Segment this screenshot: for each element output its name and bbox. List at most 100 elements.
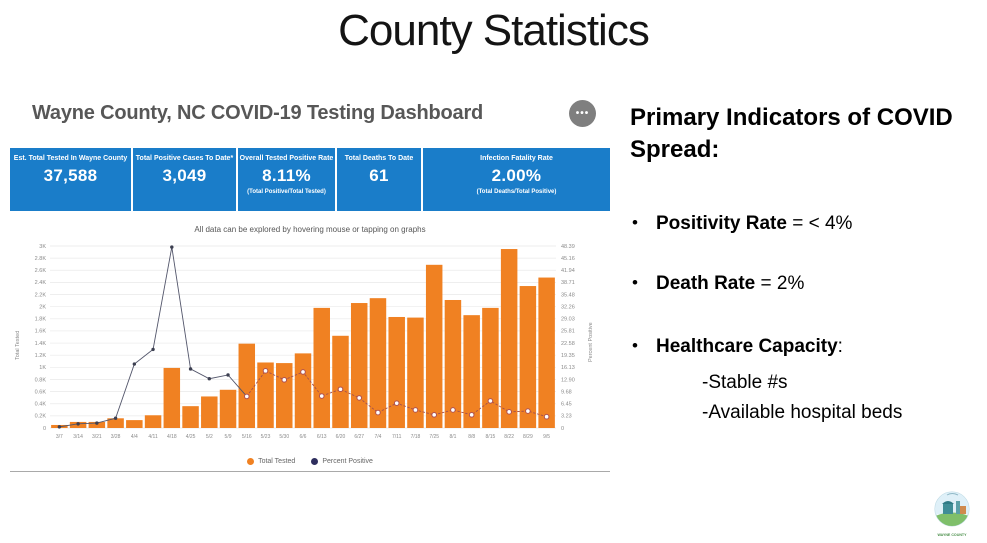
line-marker-open[interactable] [393,400,400,406]
bar-total-tested[interactable] [425,264,443,428]
bar-total-tested[interactable] [369,298,387,428]
bar-total-tested[interactable] [257,362,274,428]
bar-total-tested[interactable] [294,353,312,428]
left-axis-tick: 2.8K [35,256,47,262]
kpi-value: 3,049 [162,166,207,185]
bar-total-tested[interactable] [332,335,349,428]
left-axis-tick: 2.2K [35,292,47,298]
legend-dot-icon [311,458,319,465]
kpi-label: Infection Fatality Rate [480,155,553,162]
line-marker-open[interactable] [431,412,437,418]
bar-total-tested[interactable] [482,307,499,428]
bar-total-tested[interactable] [88,421,106,428]
line-marker[interactable] [151,347,155,352]
kpi-tile-fatality-rate[interactable]: Infection Fatality Rate 2.00% (Total Dea… [423,148,610,211]
x-axis-tick: 4/18 [167,434,177,440]
line-marker[interactable] [132,362,137,366]
line-marker[interactable] [170,245,174,249]
bar-total-tested[interactable] [463,315,480,428]
bullet-positivity-rate: • Positivity Rate = < 4% [630,212,982,236]
panel-heading: Primary Indicators of COVID Spread: [630,104,953,163]
bullet-text: Positivity Rate = < 4% [656,213,853,234]
bar-total-tested[interactable] [350,303,368,428]
x-axis-tick: 3/21 [92,434,102,440]
more-options-button[interactable]: ••• [569,100,596,127]
line-marker-open[interactable] [412,407,419,413]
bar-total-tested[interactable] [163,367,181,428]
kpi-tile-deaths[interactable]: Total Deaths To Date 61 [337,148,421,211]
line-marker-open[interactable] [281,377,288,383]
right-axis-tick: 41.94 [561,268,575,274]
bar-total-tested[interactable] [126,420,143,428]
line-marker[interactable] [113,416,118,420]
left-axis-title: Total Tested [15,331,21,360]
line-marker-open[interactable] [318,393,325,399]
bullet-icon: • [632,273,638,292]
right-axis-tick: 48.39 [561,244,575,250]
left-axis-tick: 2.6K [35,268,47,274]
bar-total-tested[interactable] [388,316,405,428]
x-axis-tick: 6/20 [336,434,346,440]
line-marker-open[interactable] [450,407,456,413]
line-marker-open[interactable] [337,386,344,393]
x-axis-tick: 4/4 [131,434,138,440]
line-marker[interactable] [57,425,62,429]
right-axis-tick: 0 [561,426,564,432]
line-marker-open[interactable] [506,409,512,415]
kpi-value: 61 [369,166,389,185]
bar-total-tested[interactable] [182,406,199,428]
x-axis-tick: 6/27 [354,434,364,440]
kpi-value: 37,588 [43,166,98,185]
line-marker[interactable] [76,422,80,426]
right-axis-tick: 25.81 [561,329,575,335]
right-axis-title: Percent Positive [588,322,594,362]
bar-total-tested[interactable] [201,396,218,428]
line-marker[interactable] [207,377,211,381]
bar-total-tested[interactable] [276,363,293,428]
kpi-tile-positive-cases[interactable]: Total Positive Cases To Date* 3,049 [133,148,236,211]
left-axis-tick: 2K [39,304,46,310]
line-marker-open[interactable] [468,412,475,418]
kpi-label: Est. Total Tested In Wayne County [13,155,128,162]
tested-vs-positive-chart: 3K 48.39 2.8K 45.16 2.6K 41.94 2.4K 38.71 2.2K 35… [15,244,594,440]
bar-total-tested[interactable] [107,418,124,428]
right-axis-tick: 6.45 [561,402,572,408]
kpi-tile-row: Est. Total Tested In Wayne County 37,588… [10,148,610,211]
line-marker[interactable] [188,367,193,371]
bullet-death-rate: • Death Rate = 2% [630,272,982,296]
right-axis-tick: 16.13 [561,365,575,371]
legend-label: Total Tested [258,458,296,465]
legend-item[interactable]: Total Tested [247,458,295,465]
kpi-tile-total-tested[interactable]: Est. Total Tested In Wayne County 37,588 [10,148,131,211]
bar-total-tested[interactable] [313,307,330,428]
line-marker-open[interactable] [262,368,269,374]
line-marker-open[interactable] [525,408,531,414]
right-axis-tick: 35.48 [561,292,575,298]
kpi-label: Total Positive Cases To Date* [135,155,234,162]
bar-total-tested[interactable] [219,389,237,428]
left-axis-tick: 1K [39,365,46,371]
right-axis-tick: 22.58 [561,341,575,347]
line-marker-open[interactable] [487,398,494,404]
line-marker-open[interactable] [543,413,550,420]
bar-total-tested[interactable] [407,317,424,428]
kpi-tile-positive-rate[interactable]: Overall Tested Positive Rate 8.11% (Tota… [238,148,335,211]
healthcare-sub-item: -Stable #s [702,372,788,393]
legend-item[interactable]: Percent Positive [311,458,373,465]
bar-total-tested[interactable] [538,277,555,428]
line-marker[interactable] [95,421,99,425]
line-marker-open[interactable] [375,409,381,416]
bar-total-tested[interactable] [144,415,162,428]
x-axis-tick: 7/11 [392,434,402,440]
bar-total-tested[interactable] [238,343,256,428]
bar-total-tested[interactable] [444,299,462,428]
bar-total-tested[interactable] [500,249,518,428]
line-marker-open[interactable] [300,369,306,375]
line-marker-open[interactable] [356,395,363,401]
bullet-icon: • [632,336,638,355]
bar-total-tested[interactable] [519,286,537,428]
chart-area: 3K 48.39 2.8K 45.16 2.6K 41.94 2.4K 38.71 2.2K 35… [10,238,610,455]
line-marker[interactable] [226,373,230,377]
line-marker-open[interactable] [243,393,250,400]
